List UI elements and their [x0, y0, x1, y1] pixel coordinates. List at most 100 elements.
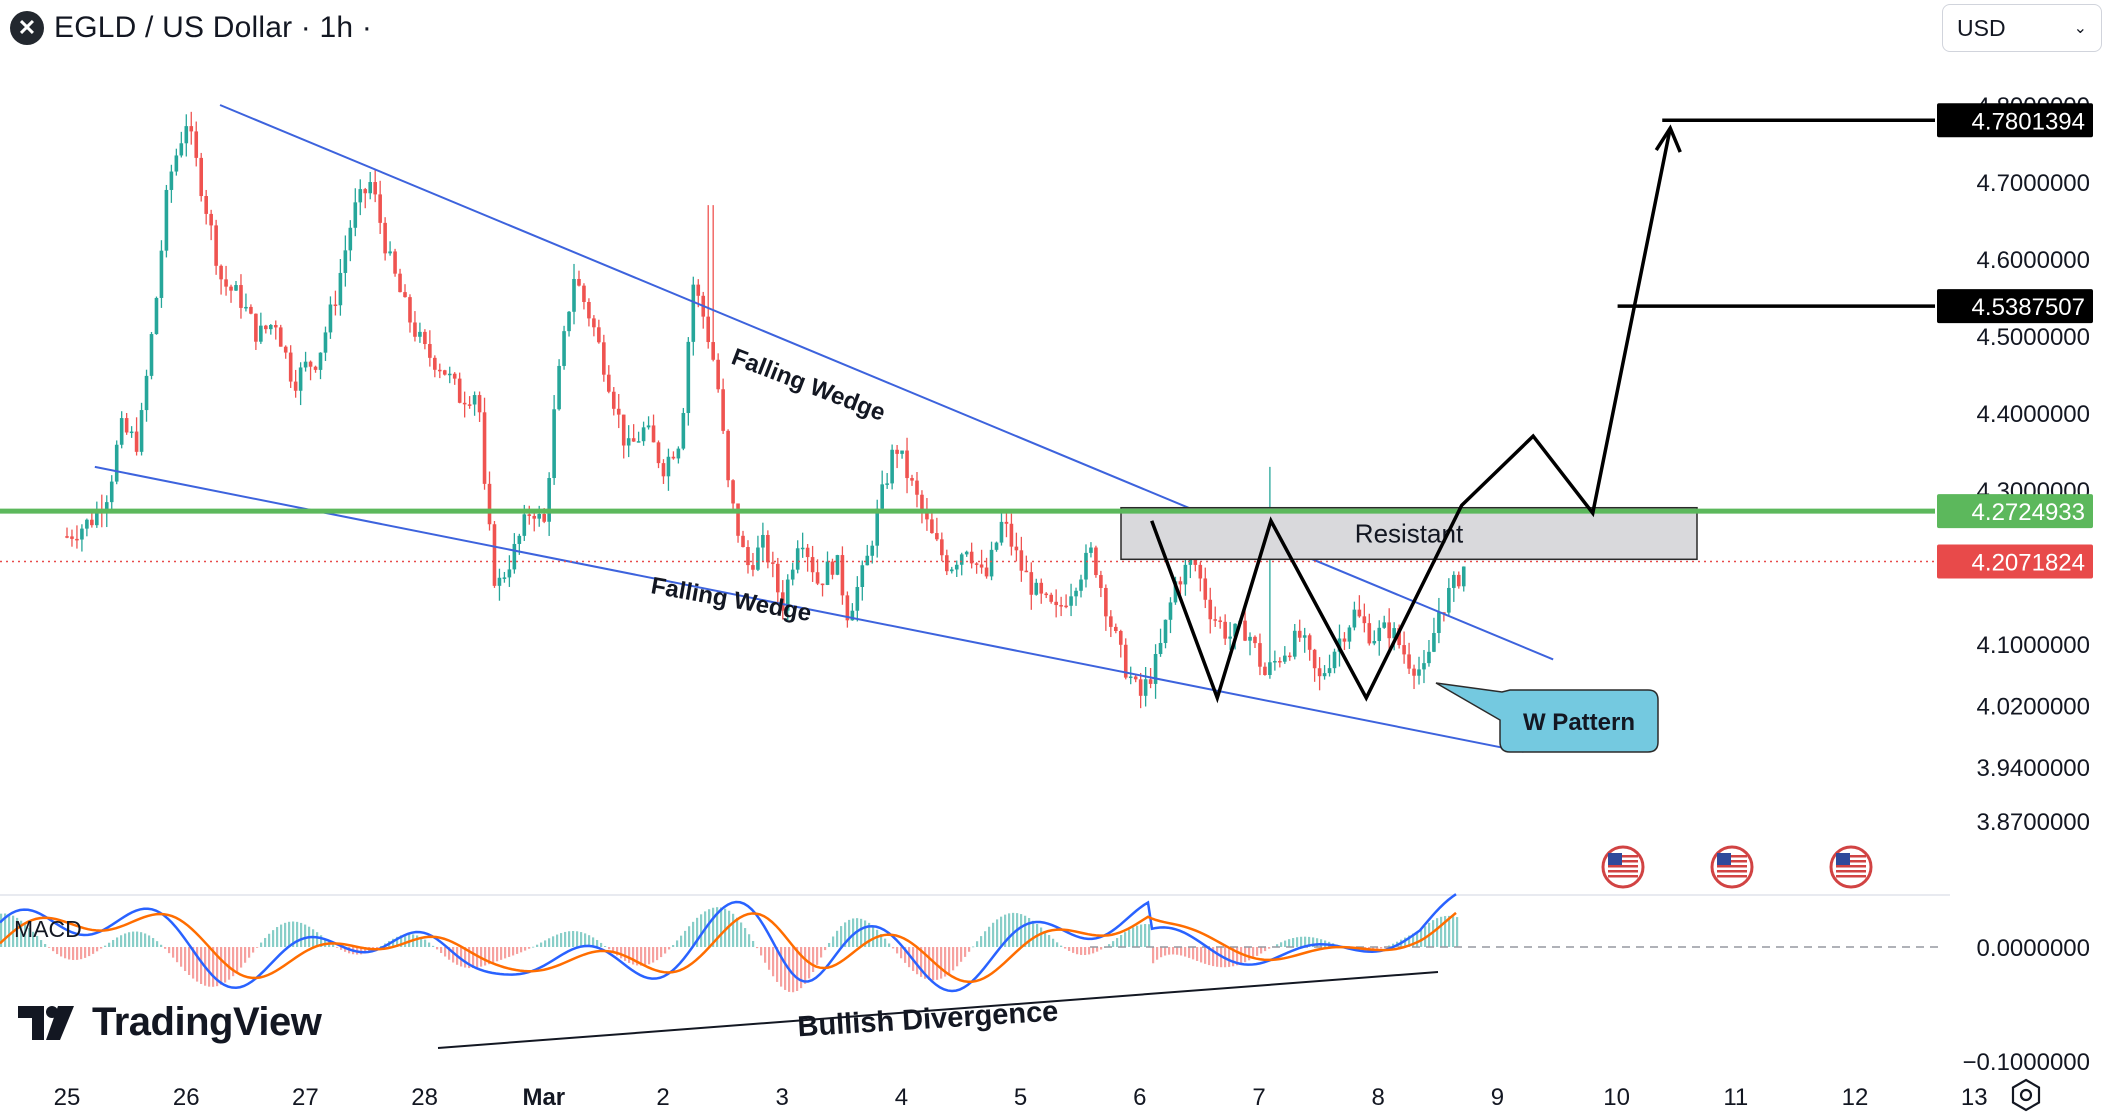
macd-histogram-bar: [908, 947, 911, 968]
candle-body: [771, 562, 775, 564]
macd-histogram-bar: [200, 947, 203, 984]
candle-body: [611, 391, 616, 409]
time-axis-tick: 10: [1603, 1084, 1630, 1111]
macd-histogram-bar: [684, 930, 687, 947]
macd-histogram-bar: [104, 945, 107, 947]
macd-histogram-bar: [180, 947, 183, 967]
us-flag-icon[interactable]: [1710, 845, 1754, 889]
candle-body: [1039, 582, 1044, 594]
current-price-tag: 4.2071824: [1937, 544, 2093, 579]
macd-histogram-bar: [1192, 947, 1195, 960]
candle-body: [1382, 622, 1387, 628]
candlestick-series: [65, 111, 1466, 709]
macd-histogram-bar: [956, 947, 959, 967]
candle-body: [144, 375, 149, 411]
macd-histogram-bar: [1300, 936, 1303, 947]
falling-wedge-lower-line: [94, 465, 1524, 753]
candle-body: [756, 547, 760, 570]
macd-histogram-bar: [1416, 931, 1419, 947]
axis-settings-icon[interactable]: [2011, 1078, 2041, 1112]
macd-histogram-bar: [696, 917, 699, 947]
macd-histogram-bar: [760, 947, 763, 956]
us-flag-icon[interactable]: [1829, 845, 1873, 889]
candle-body: [766, 534, 770, 563]
candle-body: [1094, 547, 1098, 576]
macd-histogram-bar: [448, 947, 451, 960]
candle-body: [537, 513, 542, 519]
macd-histogram-bar: [640, 947, 643, 966]
candle-body: [790, 569, 795, 580]
candle-body: [1024, 570, 1029, 573]
macd-histogram-bar: [836, 930, 839, 947]
candle-body: [885, 483, 889, 485]
candle-body: [1402, 645, 1406, 655]
macd-histogram-bar: [288, 921, 291, 947]
candle-body: [945, 555, 949, 572]
candle-body: [149, 334, 154, 376]
macd-histogram-bar: [948, 947, 951, 974]
candle-body: [1148, 679, 1153, 684]
candle-body: [900, 450, 904, 454]
macd-histogram-bar: [232, 947, 235, 977]
w-pattern-callout-box: [1435, 682, 1659, 753]
macd-histogram-bar: [332, 944, 335, 947]
macd-histogram-bar: [800, 947, 803, 989]
macd-histogram-bar: [400, 935, 403, 947]
macd-histogram-bar: [364, 947, 367, 954]
macd-histogram-bar: [512, 947, 515, 956]
macd-histogram-bar: [604, 946, 607, 947]
macd-histogram-bar: [436, 947, 439, 950]
candle-body: [820, 583, 825, 586]
macd-histogram-bar: [144, 933, 147, 947]
macd-signal-line: [0, 911, 1457, 984]
macd-histogram-bar: [556, 934, 559, 947]
candle-body: [1322, 673, 1327, 677]
macd-histogram-bar: [88, 947, 91, 957]
macd-histogram-bar: [1180, 947, 1183, 956]
macd-histogram-bar: [460, 947, 463, 967]
macd-histogram-bar: [464, 947, 467, 968]
macd-histogram-bar: [1248, 947, 1251, 961]
macd-histogram-bar: [220, 947, 223, 985]
macd-histogram-bar: [244, 947, 247, 963]
macd-histogram-bar: [192, 947, 195, 979]
candle-body: [984, 567, 989, 577]
us-flag-icon[interactable]: [1601, 845, 1645, 889]
w-pattern-label: W Pattern: [1523, 709, 1635, 736]
macd-histogram-bar: [1404, 937, 1407, 947]
currency-select[interactable]: USD ⌄: [1942, 4, 2102, 52]
macd-histogram-bar: [1388, 945, 1391, 947]
candle-body: [65, 536, 69, 538]
macd-histogram-bar: [592, 937, 595, 947]
candle-body: [288, 352, 293, 382]
macd-histogram-bar: [1060, 945, 1063, 947]
macd-histogram-bar: [296, 921, 299, 947]
candle-body: [910, 478, 914, 481]
candle-body: [80, 528, 84, 540]
tradingview-logo[interactable]: TradingView: [18, 1000, 322, 1045]
symbol-title[interactable]: EGLD / US Dollar · 1h ·: [54, 11, 373, 44]
macd-histogram-bar: [576, 931, 579, 947]
macd-histogram-bar: [816, 947, 819, 965]
macd-histogram-bar: [1420, 930, 1423, 947]
macd-histogram-bar: [736, 917, 739, 947]
candle-body: [338, 272, 343, 306]
macd-histogram-bar: [620, 947, 623, 959]
macd-histogram-bar: [28, 927, 31, 947]
macd-histogram-bar: [248, 947, 251, 958]
candle-body: [1312, 649, 1317, 669]
macd-histogram-bar: [824, 947, 827, 951]
macd-histogram-bar: [476, 947, 479, 968]
target-1-tag: 4.5387507: [1937, 289, 2093, 324]
candle-body: [139, 410, 144, 452]
macd-histogram-bar: [632, 947, 635, 965]
candle-body: [428, 344, 432, 358]
macd-histogram-bar: [540, 942, 543, 947]
candle-body: [154, 297, 159, 335]
macd-histogram-bar: [176, 947, 179, 963]
candle-body: [1302, 635, 1307, 638]
price-axis-tick: 3.9400000: [1977, 755, 2090, 782]
macd-line: [0, 893, 1457, 993]
candle-body: [1417, 669, 1421, 676]
